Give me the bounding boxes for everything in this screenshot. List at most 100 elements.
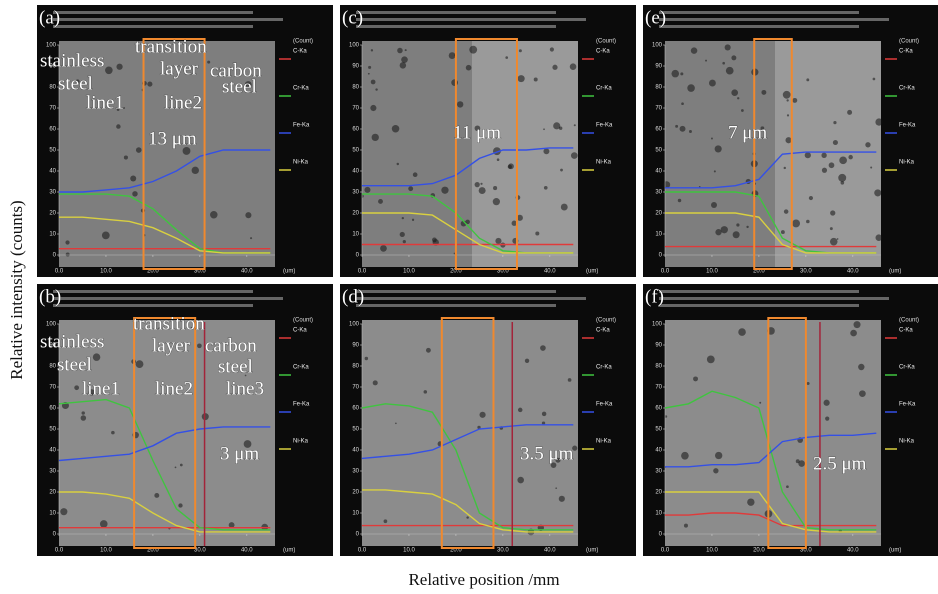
sem-pore	[81, 411, 85, 415]
x-tick-label: 20.0	[147, 269, 159, 275]
sem-pore	[679, 125, 686, 132]
sem-pore	[572, 445, 578, 451]
panel-label: (b)	[39, 286, 61, 307]
sem-pore	[693, 376, 698, 382]
sem-pore	[865, 142, 871, 148]
y-tick-label: 80	[655, 85, 662, 91]
header-text	[356, 290, 556, 293]
sem-pore	[549, 47, 554, 52]
sem-pore	[492, 198, 500, 206]
sem-pore	[847, 109, 853, 115]
sem-pore	[798, 460, 805, 467]
y-tick-label: 0	[659, 532, 663, 538]
y-tick-label: 60	[655, 127, 662, 133]
sem-pore	[533, 77, 538, 82]
panel-label: (d)	[342, 286, 364, 307]
sem-pore	[560, 203, 568, 211]
x-tick-label: 0.0	[55, 269, 64, 275]
y-tick-label: 90	[655, 343, 662, 349]
sem-pore	[480, 182, 483, 185]
sem-pore	[395, 422, 397, 425]
sem-pore	[154, 492, 160, 498]
sem-pore	[401, 56, 408, 63]
series-line	[361, 403, 574, 531]
sem-pore	[732, 231, 740, 239]
sem-pore	[511, 220, 517, 226]
sem-pore	[850, 329, 857, 337]
sem-pore	[731, 55, 737, 61]
legend-label: C-Ka	[899, 328, 913, 334]
sem-pore	[370, 104, 377, 112]
sem-pore	[496, 158, 500, 162]
y-tick-label: 20	[49, 211, 56, 217]
y-unit: (Count)	[899, 39, 919, 45]
sem-pore	[197, 343, 202, 349]
sem-right	[472, 41, 578, 267]
sem-pore	[65, 252, 70, 257]
sem-pore	[367, 72, 370, 75]
transition-band	[440, 317, 495, 549]
panel-label: (f)	[645, 286, 664, 307]
y-tick-label: 60	[49, 406, 56, 412]
sem-pore	[839, 156, 847, 165]
y-tick-label: 50	[352, 148, 359, 154]
sem-pore	[135, 147, 142, 153]
sem-pore	[792, 219, 800, 228]
y-unit: (Count)	[293, 39, 313, 45]
sem-pore	[858, 363, 865, 371]
series-line	[665, 212, 877, 254]
sem-pore	[840, 180, 845, 185]
header-text	[659, 25, 859, 28]
sem-pore	[466, 516, 469, 519]
y-tick-label: 40	[352, 448, 359, 454]
legend-label: Fe-Ka	[899, 402, 916, 408]
sem-pore	[747, 498, 755, 506]
sem-pore	[105, 66, 113, 75]
sem-pore	[469, 45, 478, 54]
sem-pore	[555, 457, 561, 463]
y-tick-label: 70	[49, 385, 56, 391]
y-tick-label: 90	[49, 64, 56, 70]
sem-pore	[738, 328, 746, 336]
y-tick-label: 20	[49, 490, 56, 496]
sem-pore	[448, 52, 456, 59]
annotation: line2	[164, 92, 202, 113]
y-tick-label: 80	[352, 364, 359, 370]
sem-pore	[477, 425, 481, 430]
sem-pore	[558, 126, 563, 130]
annotation: 3 μm	[220, 443, 259, 464]
legend-label: Ni-Ka	[596, 439, 612, 445]
y-tick-label: 100	[652, 322, 663, 328]
y-tick-label: 40	[352, 169, 359, 175]
x-tick-label: 40.0	[847, 269, 859, 275]
sem-pore	[681, 451, 689, 460]
series-line	[665, 512, 877, 527]
sem-pore	[540, 345, 546, 351]
header-text	[53, 18, 283, 21]
sem-pore	[555, 487, 558, 489]
sem-pore	[380, 245, 387, 252]
sem-pore	[408, 186, 414, 192]
y-tick-label: 100	[46, 43, 57, 49]
sem-pore	[782, 90, 791, 99]
y-tick-label: 10	[655, 232, 662, 238]
sem-pore	[383, 519, 388, 524]
sem-pore	[570, 152, 578, 159]
panel-label: (e)	[645, 7, 666, 28]
series-line	[59, 491, 271, 533]
transition-band	[133, 317, 197, 549]
sem-pore	[872, 77, 876, 81]
sem-pore	[708, 79, 716, 87]
panel: 0 10 20 30 40 50 60 70 80 90 100 0.0 10.0 20.0 30.0 40.…	[643, 5, 938, 277]
sem-pore	[828, 162, 835, 169]
x-tick-label: 10.0	[100, 548, 112, 554]
sem-pore	[808, 196, 813, 201]
sem-pore	[715, 451, 723, 460]
legend-label: C-Ka	[293, 49, 307, 55]
sem-pore	[123, 155, 128, 160]
sem-pore	[191, 166, 199, 175]
sem-pore	[681, 102, 684, 106]
y-tick-label: 0	[356, 253, 360, 259]
panel: 0 10 20 30 40 50 60 70 80 90 100 0.0 10.0 20.0 30.0 40.…	[37, 284, 333, 556]
sem-pore	[88, 389, 95, 396]
